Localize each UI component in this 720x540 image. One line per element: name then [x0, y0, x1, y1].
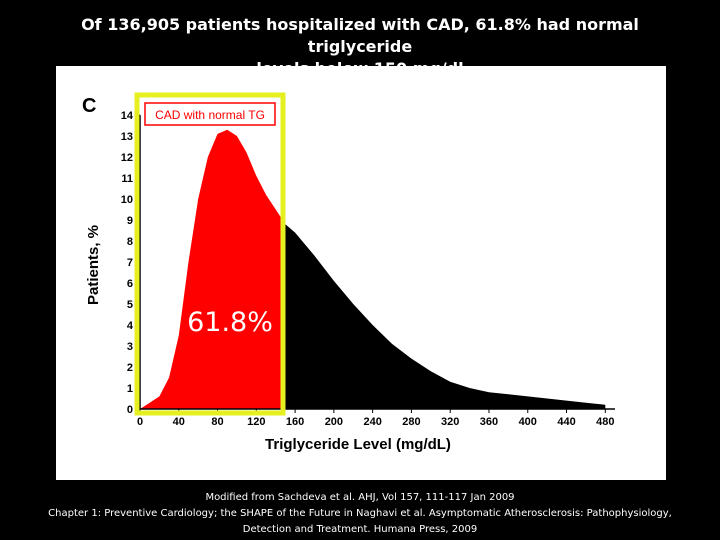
legend-box	[144, 102, 276, 126]
x-tick-label: 400	[519, 416, 537, 428]
source-line-3: Detection and Treatment. Humana Press, 2…	[242, 524, 478, 535]
panel-label: C	[82, 95, 96, 117]
x-axis-label: Triglyceride Level (mg/dL)	[265, 436, 451, 453]
y-tick-label: 6	[127, 278, 133, 290]
x-tick-label: 0	[137, 416, 143, 428]
legend-label: CAD with normal TG	[155, 108, 265, 122]
x-tick-label: 440	[557, 416, 575, 428]
y-tick-label: 5	[127, 299, 133, 311]
y-tick-label: 13	[121, 131, 133, 143]
y-tick-label: 14	[121, 110, 134, 122]
source-caption: Modified from Sachdeva et al. AHJ, Vol 1…	[0, 490, 720, 538]
x-tick-label: 480	[596, 416, 614, 428]
source-line-2: Chapter 1: Preventive Cardiology; the SH…	[48, 508, 672, 519]
y-tick-label: 11	[121, 173, 133, 185]
y-tick-label: 0	[127, 404, 133, 416]
slide-title-line-1: Of 136,905 patients hospitalized with CA…	[81, 15, 639, 56]
y-tick-label: 1	[127, 383, 133, 395]
x-tick-label: 320	[441, 416, 459, 428]
y-tick-label: 9	[127, 215, 133, 227]
x-tick-label: 240	[363, 416, 381, 428]
x-tick-label: 120	[247, 416, 265, 428]
y-tick-label: 12	[121, 152, 133, 164]
area-below-threshold	[140, 129, 286, 409]
x-tick-label: 80	[211, 416, 223, 428]
x-tick-label: 280	[402, 416, 420, 428]
percent-annotation: 61.8%	[187, 307, 273, 338]
x-tick-label: 360	[480, 416, 498, 428]
y-tick-label: 2	[127, 362, 133, 374]
y-tick-label: 7	[127, 257, 133, 269]
area-above-threshold	[285, 224, 606, 409]
y-tick-label: 4	[127, 320, 134, 332]
x-tick-label: 40	[173, 416, 185, 428]
highlight-box	[134, 92, 286, 416]
x-tick-label: 200	[325, 416, 343, 428]
y-tick-label: 8	[127, 236, 133, 248]
source-line-1: Modified from Sachdeva et al. AHJ, Vol 1…	[205, 492, 515, 503]
chart-panel: 0 1 2 3 4 5 6 7 8 9 10 11 12 13 14 0 40 80 120 160 200 240 280…	[56, 66, 666, 480]
x-tick-label: 160	[286, 416, 304, 428]
y-tick-label: 10	[121, 194, 133, 206]
y-tick-label: 3	[127, 341, 133, 353]
y-axis-label: Patients, %	[85, 225, 102, 305]
